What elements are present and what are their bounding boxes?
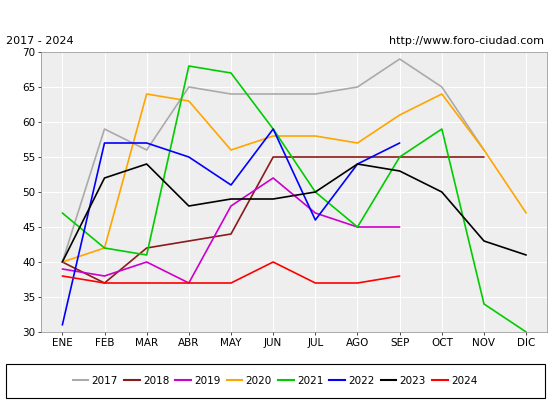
Legend: 2017, 2018, 2019, 2020, 2021, 2022, 2023, 2024: 2017, 2018, 2019, 2020, 2021, 2022, 2023… — [73, 376, 477, 386]
Text: 2017 - 2024: 2017 - 2024 — [6, 36, 73, 46]
Text: Evolucion del paro registrado en Cazalilla: Evolucion del paro registrado en Cazalil… — [117, 8, 433, 22]
Text: http://www.foro-ciudad.com: http://www.foro-ciudad.com — [389, 36, 544, 46]
